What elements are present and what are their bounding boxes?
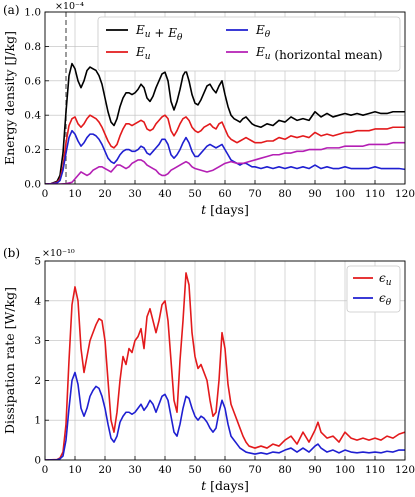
y-tick-label: 5 <box>34 256 41 268</box>
series-line-0 <box>45 62 405 184</box>
y-tick-label: 0.0 <box>24 179 41 191</box>
chart-panel-a: 0 10 20 30 40 50 60 70 80 90 100 110 120 0.0 0.2 0.4 0.6… <box>2 1 415 217</box>
legend-label: ϵθ <box>379 291 392 308</box>
y-tick-label: 3 <box>34 335 41 347</box>
legend-label: Eu + Eθ <box>135 23 183 43</box>
x-axis-label: t [days] <box>201 202 249 217</box>
series-line-0 <box>45 272 405 460</box>
legend-label: Eu (horizontal mean) <box>255 45 383 62</box>
series-line-2 <box>45 129 405 184</box>
chart-panel-b: 0 10 20 30 40 50 60 70 80 90 100 110 120 0 1 2 3 4 5×10⁻¹⁰… <box>2 246 415 493</box>
x-tick-label: 0 <box>42 188 49 200</box>
x-tick-label: 30 <box>128 188 141 200</box>
y-tick-label: 4 <box>34 295 41 307</box>
x-tick-label: 100 <box>335 188 355 200</box>
series-line-3 <box>45 141 405 184</box>
legend <box>346 265 401 313</box>
x-tick-label: 90 <box>308 464 321 476</box>
x-tick-label: 30 <box>128 464 141 476</box>
x-tick-label: 80 <box>278 188 291 200</box>
x-tick-label: 40 <box>158 188 171 200</box>
x-tick-label: 50 <box>188 464 201 476</box>
x-tick-label: 70 <box>248 464 261 476</box>
y-tick-label: 0 <box>34 455 41 467</box>
y-axis-label: Dissipation rate [W/kg] <box>2 287 17 434</box>
panel-label: (b) <box>3 246 20 260</box>
x-tick-label: 120 <box>395 464 415 476</box>
x-tick-label: 80 <box>278 464 291 476</box>
series-line-1 <box>45 371 405 460</box>
series-line-1 <box>45 114 405 184</box>
y-tick-label: 0.2 <box>24 144 41 156</box>
x-tick-label: 20 <box>98 188 111 200</box>
y-tick-label: 1.0 <box>24 7 41 19</box>
x-axis-label: t [days] <box>201 478 249 493</box>
x-tick-label: 110 <box>365 188 385 200</box>
x-tick-label: 120 <box>395 188 415 200</box>
x-tick-label: 20 <box>98 464 111 476</box>
legend-label: Eu <box>135 45 151 62</box>
x-tick-label: 90 <box>308 188 321 200</box>
x-tick-label: 110 <box>365 464 385 476</box>
y-axis-label: Energy density [J/kg] <box>2 31 17 165</box>
x-tick-label: 10 <box>68 464 81 476</box>
y-tick-label: 2 <box>34 375 41 387</box>
x-tick-label: 50 <box>188 188 201 200</box>
x-tick-label: 70 <box>248 188 261 200</box>
x-tick-label: 60 <box>218 464 231 476</box>
legend-label: ϵu <box>379 271 392 288</box>
y-multiplier: ×10⁻¹⁰ <box>42 248 75 259</box>
y-multiplier: ×10⁻⁴ <box>55 1 84 12</box>
x-tick-label: 10 <box>68 188 81 200</box>
x-tick-label: 40 <box>158 464 171 476</box>
y-tick-label: 0.6 <box>24 75 41 87</box>
panel-label: (a) <box>3 3 20 17</box>
x-tick-label: 60 <box>218 188 231 200</box>
y-tick-label: 1 <box>34 415 41 427</box>
legend <box>97 16 401 72</box>
x-tick-label: 100 <box>335 464 355 476</box>
y-tick-label: 0.4 <box>24 110 41 122</box>
x-tick-label: 0 <box>42 464 49 476</box>
y-tick-label: 0.8 <box>24 41 41 53</box>
legend-label: Eθ <box>255 23 271 40</box>
